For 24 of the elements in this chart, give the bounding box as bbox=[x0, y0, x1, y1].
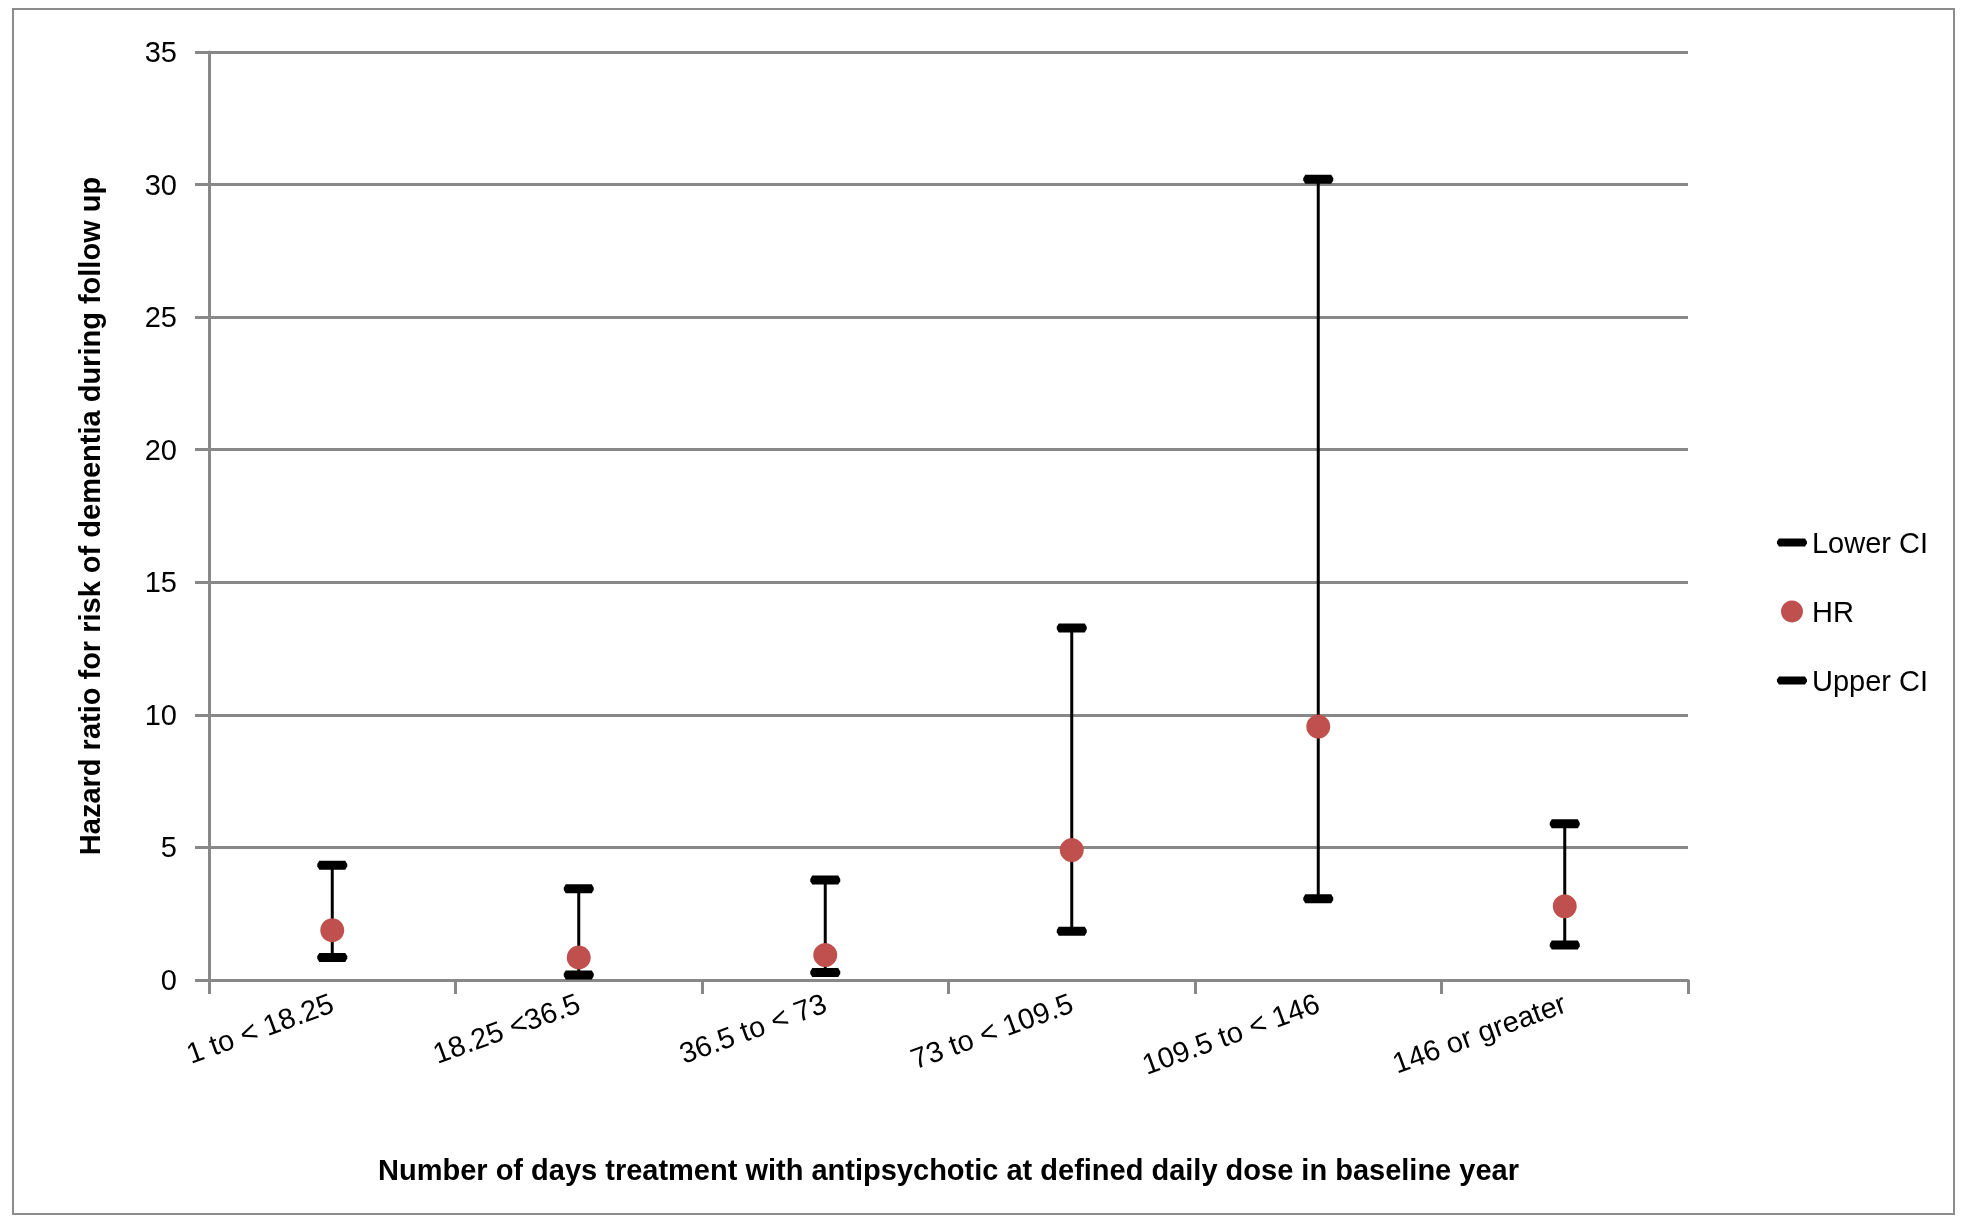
point bbox=[1059, 838, 1084, 863]
y-tick-label: 15 bbox=[144, 566, 177, 599]
legend-label: Lower CI bbox=[1811, 526, 1928, 559]
x-tick-label: 109.5 to < 146 bbox=[1137, 986, 1324, 1081]
point bbox=[566, 945, 591, 970]
y-tick-label: 10 bbox=[144, 698, 177, 731]
x-tick-label: 18.25 <36.5 bbox=[428, 986, 585, 1070]
x-tick-label: 73 to < 109.5 bbox=[906, 986, 1078, 1076]
y-axis-title: Hazard ratio for risk of dementia during follow up bbox=[73, 176, 106, 856]
y-tick-label: 30 bbox=[144, 168, 177, 201]
legend-label: HR bbox=[1811, 595, 1854, 628]
y-tick-label: 0 bbox=[160, 964, 177, 996]
x-tick-label: 36.5 to < 73 bbox=[675, 986, 831, 1070]
point bbox=[320, 918, 345, 943]
y-tick-label: 20 bbox=[144, 433, 177, 466]
y-tick-label: 35 bbox=[144, 36, 177, 68]
x-axis-title: Number of days treatment with antipsychotic at defined daily dose in baseline year bbox=[378, 1153, 1519, 1186]
point bbox=[813, 943, 838, 968]
point bbox=[1306, 714, 1331, 739]
point bbox=[1552, 894, 1577, 919]
y-tick-label: 25 bbox=[144, 301, 177, 334]
y-tick-label: 5 bbox=[160, 831, 177, 864]
legend-label: Upper CI bbox=[1811, 664, 1928, 697]
x-tick-label: 1 to < 18.25 bbox=[182, 986, 338, 1070]
